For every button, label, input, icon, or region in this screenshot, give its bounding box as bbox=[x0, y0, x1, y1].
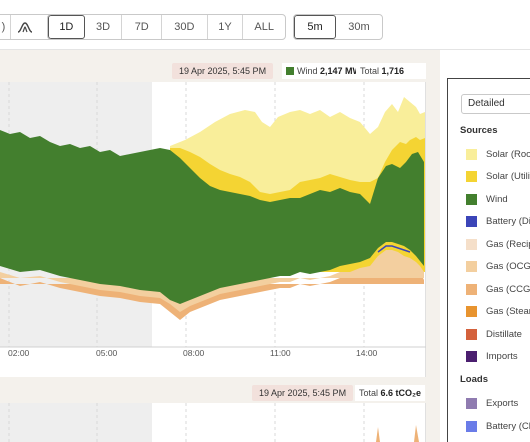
tooltip-series-value: Wind 2,147 MW bbox=[282, 63, 366, 79]
emissions-tooltip: 19 Apr 2025, 5:45 PM Total 6.6 tCO₂e bbox=[0, 385, 426, 401]
range-3d-button[interactable]: 3D bbox=[85, 15, 123, 39]
night-shading bbox=[0, 403, 152, 442]
solar-utility-swatch bbox=[466, 170, 477, 182]
legend-label: Exports bbox=[486, 397, 519, 409]
legend-item-battery-charging[interactable]: Battery (Charging) bbox=[466, 419, 530, 433]
emissions-total-label: Total bbox=[359, 388, 379, 398]
tooltip-date: 19 Apr 2025, 5:45 PM bbox=[172, 63, 274, 79]
wind-swatch bbox=[466, 193, 477, 205]
legend-item-solar-utility[interactable]: Solar (Utility) bbox=[466, 169, 530, 183]
emissions-chart[interactable] bbox=[0, 403, 426, 442]
gas-ocgt-swatch bbox=[466, 260, 477, 272]
gas-reciprocating-swatch bbox=[466, 238, 477, 250]
interval-5m-button[interactable]: 5m bbox=[294, 15, 336, 39]
legend-panel: Detailed Sources Solar (Rooftop) Solar (… bbox=[447, 78, 530, 442]
interval-button-group: 5m 30m bbox=[293, 14, 383, 40]
tooltip-total: Total 1,716 MW bbox=[356, 63, 426, 92]
battery-discharging-swatch bbox=[466, 215, 477, 227]
range-button-group: 1D 3D 7D 30D 1Y ALL bbox=[47, 14, 286, 40]
tooltip-series-number: 2,147 MW bbox=[320, 66, 362, 76]
legend-label: Distillate bbox=[486, 328, 522, 340]
gas-ccgt-swatch bbox=[466, 283, 477, 295]
range-30d-button[interactable]: 30D bbox=[162, 15, 208, 39]
distillate-swatch bbox=[466, 328, 477, 340]
wind-area bbox=[0, 130, 424, 304]
x-tick-label: 08:00 bbox=[183, 348, 205, 358]
battery-charging-swatch bbox=[466, 420, 477, 432]
generation-chart[interactable]: 02:00 05:00 08:00 11:00 14:00 bbox=[0, 82, 426, 377]
legend-item-gas-ocgt[interactable]: Gas (OCGT) bbox=[466, 259, 530, 273]
emissions-chart-svg bbox=[0, 403, 419, 442]
legend-label: Gas (Steam) bbox=[486, 305, 530, 317]
range-1d-button[interactable]: 1D bbox=[48, 15, 85, 39]
wind-swatch bbox=[286, 67, 294, 75]
generation-chart-svg bbox=[0, 82, 426, 348]
generation-tooltip: 19 Apr 2025, 5:45 PM Wind 2,147 MW Total… bbox=[0, 63, 426, 92]
legend-item-distillate[interactable]: Distillate bbox=[466, 327, 522, 341]
range-all-button[interactable]: ALL bbox=[254, 21, 274, 33]
chart-style-button[interactable] bbox=[11, 15, 39, 39]
tooltip-series-label: Wind bbox=[297, 66, 318, 76]
legend-item-imports[interactable]: Imports bbox=[466, 349, 518, 363]
legend-item-gas-ccgt[interactable]: Gas (CCGT) bbox=[466, 282, 530, 296]
legend-label: Gas (Reciprocating) bbox=[486, 238, 530, 250]
gas-steam-swatch bbox=[466, 305, 477, 317]
legend-label: Solar (Rooftop) bbox=[486, 148, 530, 160]
emissions-spike bbox=[376, 427, 380, 442]
legend-item-gas-reciprocating[interactable]: Gas (Reciprocating) bbox=[466, 237, 530, 251]
legend-label: Gas (CCGT) bbox=[486, 283, 530, 295]
emissions-spike bbox=[414, 425, 419, 442]
legend-label: Solar (Utility) bbox=[486, 170, 530, 182]
toolbar: ) 1D 3D 7D 30D 1Y ALL 5m 30m bbox=[0, 0, 530, 50]
emissions-tooltip-date: 19 Apr 2025, 5:45 PM bbox=[252, 385, 354, 401]
range-1y-button[interactable]: 1Y bbox=[208, 15, 244, 39]
exports-swatch bbox=[466, 397, 477, 409]
area-chart-icon bbox=[17, 22, 33, 33]
prev-button[interactable]: ) bbox=[0, 15, 11, 39]
grid-lines bbox=[8, 403, 365, 442]
view-select[interactable]: Detailed bbox=[461, 94, 530, 114]
x-tick-label: 02:00 bbox=[8, 348, 30, 358]
legend-label: Battery (Charging) bbox=[486, 420, 530, 432]
imports-swatch bbox=[466, 350, 477, 362]
tooltip-total-label: Total bbox=[360, 66, 380, 76]
legend-item-gas-steam[interactable]: Gas (Steam) bbox=[466, 304, 530, 318]
legend-item-wind[interactable]: Wind bbox=[466, 192, 508, 206]
legend-label: Imports bbox=[486, 350, 518, 362]
battery-line bbox=[377, 245, 411, 253]
x-tick-label: 14:00 bbox=[356, 348, 378, 358]
legend-item-exports[interactable]: Exports bbox=[466, 396, 518, 410]
legend-label: Gas (OCGT) bbox=[486, 260, 530, 272]
x-tick-label: 05:00 bbox=[96, 348, 118, 358]
legend-item-solar-rooftop[interactable]: Solar (Rooftop) bbox=[466, 147, 530, 161]
emissions-total-value: 6.6 tCO₂e bbox=[380, 388, 422, 398]
range-7d-button[interactable]: 7D bbox=[122, 15, 163, 39]
emissions-tooltip-total: Total 6.6 tCO₂e bbox=[355, 385, 426, 401]
legend-label: Battery (Discharging) bbox=[486, 215, 530, 227]
sources-title: Sources bbox=[460, 125, 498, 136]
legend-item-battery-discharging[interactable]: Battery (Discharging) bbox=[466, 214, 530, 228]
x-tick-label: 11:00 bbox=[270, 348, 291, 358]
interval-30m-button[interactable]: 30m bbox=[348, 21, 370, 33]
legend-label: Wind bbox=[486, 193, 508, 205]
solar-rooftop-swatch bbox=[466, 148, 477, 160]
loads-title: Loads bbox=[460, 374, 488, 385]
